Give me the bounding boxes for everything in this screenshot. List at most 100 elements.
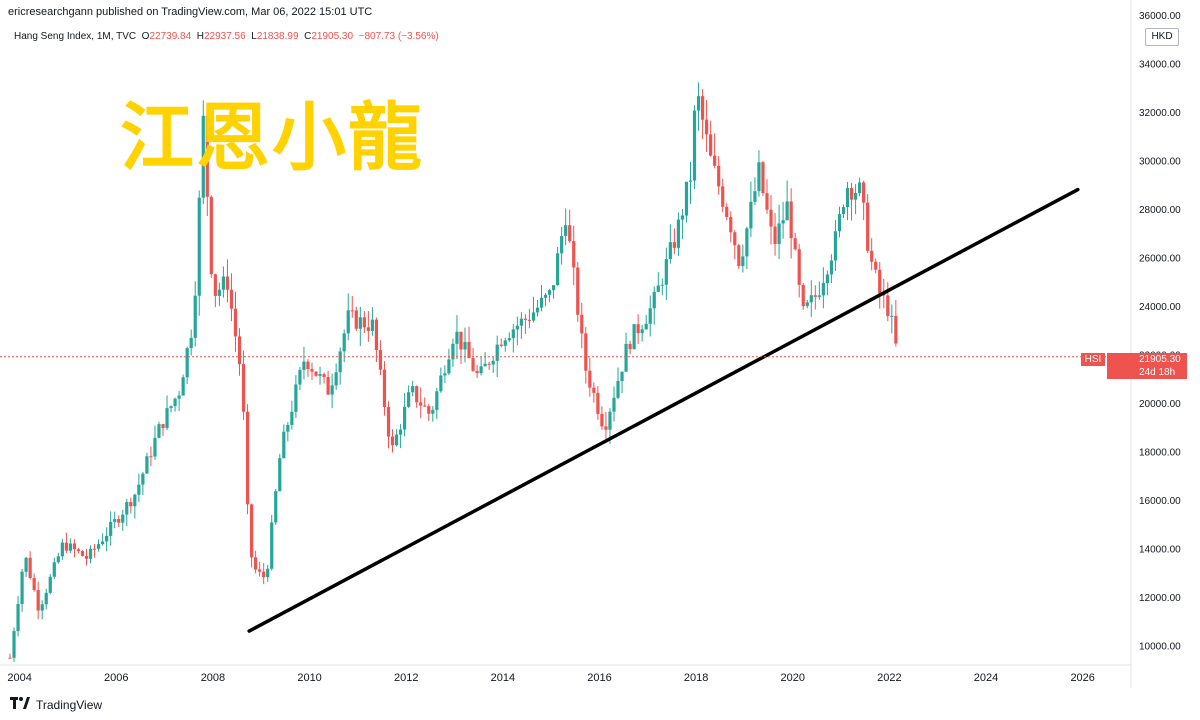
candle-56: [233, 291, 238, 352]
candle-177: [721, 178, 725, 213]
candle-128: [523, 314, 528, 334]
candle-201: [817, 281, 821, 300]
candle-170: [692, 105, 697, 189]
candle-23: [101, 533, 105, 546]
candle-76: [314, 371, 318, 377]
candle-122: [499, 338, 503, 348]
candle-110: [451, 338, 455, 367]
candle-190: [773, 213, 777, 256]
trendline[interactable]: [247, 187, 1080, 633]
candle-198: [805, 299, 809, 309]
candle-84: [346, 293, 350, 341]
candle-39: [165, 395, 169, 431]
close-label: C: [304, 31, 312, 42]
tradingview-brand[interactable]: TradingView: [10, 697, 102, 712]
candle-101: [415, 385, 419, 408]
candle-22: [96, 539, 101, 552]
candle-43: [181, 374, 185, 396]
candle-96: [394, 429, 399, 447]
candle-9: [44, 588, 48, 610]
candle-20: [88, 545, 93, 564]
time-axis: 2004 2006 2008 2010 2012 2014 2016 2018 2020 2022…: [7, 672, 1095, 684]
candle-70: [290, 400, 294, 430]
candle-99: [407, 385, 411, 409]
candle-68: [282, 424, 286, 459]
currency-button[interactable]: HKD: [1145, 28, 1179, 46]
candle-142: [580, 302, 584, 349]
candle-150: [612, 386, 616, 422]
candle-181: [737, 243, 741, 270]
candle-124: [507, 332, 511, 343]
candle-153: [624, 332, 628, 372]
time-tick-9: 2022: [877, 672, 901, 684]
price-tick-10: 30000.00: [1139, 156, 1181, 167]
candle-85: [350, 295, 354, 318]
time-tick-11: 2026: [1070, 672, 1094, 684]
candle-0: [8, 653, 12, 659]
candle-196: [797, 243, 801, 298]
candle-32: [137, 473, 141, 503]
candle-166: [676, 212, 681, 256]
candle-140: [572, 225, 576, 286]
candle-216: [878, 261, 882, 309]
candle-214: [870, 238, 874, 271]
candle-133: [543, 292, 548, 307]
candle-186: [757, 150, 761, 197]
candle-210: [853, 184, 858, 215]
candle-78: [322, 372, 326, 384]
change-value: −807.73 (−3.56%): [358, 31, 439, 42]
candle-130: [531, 296, 536, 323]
candle-118: [483, 352, 487, 367]
candle-24: [105, 527, 109, 552]
candle-156: [636, 314, 640, 344]
low-value: 21838.99: [256, 31, 299, 42]
candle-164: [668, 224, 672, 264]
candle-95: [390, 429, 395, 453]
candle-14: [64, 532, 68, 554]
candle-3: [20, 568, 24, 612]
candle-86: [354, 306, 358, 332]
candle-71: [294, 375, 298, 419]
candle-60: [249, 503, 254, 568]
candle-120: [491, 356, 495, 373]
candle-174: [709, 120, 713, 157]
price-tick-9: 28000.00: [1139, 205, 1181, 216]
candles: [8, 82, 898, 662]
candle-80: [330, 373, 334, 409]
publish-line: ericresearchgann published on TradingVie…: [8, 6, 373, 18]
candle-132: [539, 285, 544, 312]
overlay-title: 江恩小龍: [120, 95, 424, 181]
candle-81: [334, 363, 338, 390]
candle-54: [225, 259, 230, 303]
candle-15: [68, 538, 72, 554]
candle-102: [419, 387, 423, 419]
candle-202: [821, 267, 825, 309]
candle-163: [664, 247, 668, 300]
candle-188: [765, 179, 769, 214]
candle-151: [616, 367, 620, 400]
candle-49: [205, 114, 209, 217]
candle-212: [862, 180, 866, 221]
candle-175: [713, 133, 717, 169]
candle-111: [455, 315, 459, 360]
candle-208: [845, 181, 850, 221]
candle-136: [556, 246, 560, 286]
low-label: L: [251, 31, 257, 42]
candle-176: [717, 156, 721, 195]
candle-147: [600, 406, 604, 430]
candle-51: [213, 273, 217, 308]
time-tick-10: 2024: [974, 672, 998, 684]
candle-125: [511, 323, 515, 353]
candle-100: [411, 380, 415, 397]
candle-207: [841, 204, 846, 218]
candle-74: [306, 358, 310, 378]
candle-57: [237, 328, 242, 376]
ohlc-legend: Hang Seng Index, 1M, TVC O22739.84 H2293…: [14, 31, 439, 42]
candle-21: [92, 544, 97, 558]
price-tick-7: 24000.00: [1139, 302, 1181, 313]
time-tick-1: 2006: [104, 672, 128, 684]
candle-209: [849, 182, 854, 221]
candle-4: [24, 557, 28, 577]
candle-8: [40, 600, 44, 620]
